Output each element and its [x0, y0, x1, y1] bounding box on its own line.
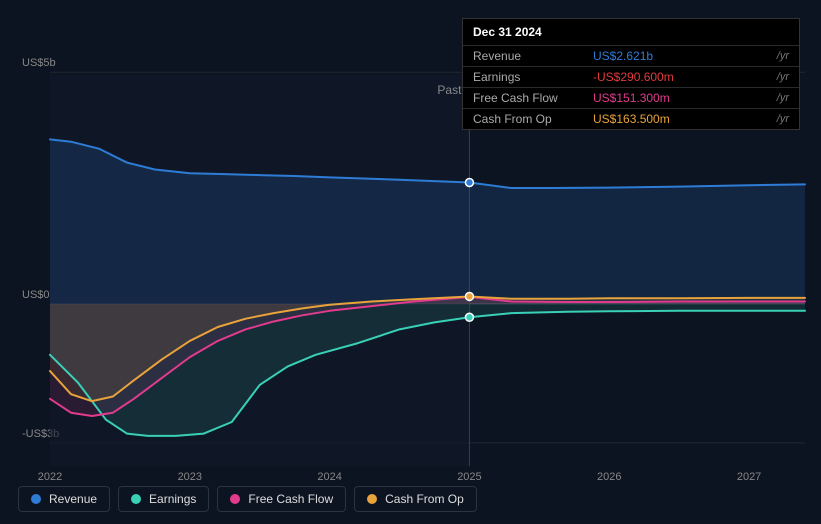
legend-dot-icon [131, 494, 141, 504]
tooltip-value: -US$290.600m [583, 67, 767, 88]
tooltip-label: Earnings [463, 67, 583, 88]
svg-text:2024: 2024 [317, 471, 341, 483]
tooltip-label: Revenue [463, 46, 583, 67]
legend-label: Free Cash Flow [248, 492, 333, 506]
legend-item-cfo[interactable]: Cash From Op [354, 486, 477, 512]
chart-tooltip: Dec 31 2024 RevenueUS$2.621b/yrEarnings-… [462, 18, 800, 130]
tooltip-unit: /yr [767, 67, 799, 88]
tooltip-row: Cash From OpUS$163.500m/yr [463, 109, 799, 130]
legend-item-revenue[interactable]: Revenue [18, 486, 110, 512]
tooltip-value: US$151.300m [583, 88, 767, 109]
svg-text:2022: 2022 [38, 471, 62, 483]
legend-item-fcf[interactable]: Free Cash Flow [217, 486, 346, 512]
tooltip-unit: /yr [767, 46, 799, 67]
svg-text:US$0: US$0 [22, 289, 50, 301]
legend-dot-icon [230, 494, 240, 504]
tooltip-date: Dec 31 2024 [463, 25, 799, 45]
tooltip-unit: /yr [767, 109, 799, 130]
svg-text:US$5b: US$5b [22, 57, 56, 69]
legend-item-earnings[interactable]: Earnings [118, 486, 209, 512]
tooltip-label: Cash From Op [463, 109, 583, 130]
svg-text:Past: Past [437, 83, 462, 97]
legend-dot-icon [31, 494, 41, 504]
svg-text:2023: 2023 [178, 471, 202, 483]
tooltip-value: US$163.500m [583, 109, 767, 130]
legend: Revenue Earnings Free Cash Flow Cash From O… [18, 486, 477, 512]
legend-dot-icon [367, 494, 377, 504]
tooltip-label: Free Cash Flow [463, 88, 583, 109]
legend-label: Earnings [149, 492, 196, 506]
finance-chart: -US$3bUS$0US$5b202220232024202520262027P… [0, 0, 821, 524]
tooltip-value: US$2.621b [583, 46, 767, 67]
tooltip-row: Earnings-US$290.600m/yr [463, 67, 799, 88]
legend-label: Cash From Op [385, 492, 464, 506]
legend-label: Revenue [49, 492, 97, 506]
svg-text:2026: 2026 [597, 471, 621, 483]
tooltip-row: Free Cash FlowUS$151.300m/yr [463, 88, 799, 109]
svg-text:2027: 2027 [737, 471, 761, 483]
tooltip-unit: /yr [767, 88, 799, 109]
tooltip-row: RevenueUS$2.621b/yr [463, 46, 799, 67]
svg-text:2025: 2025 [457, 471, 481, 483]
